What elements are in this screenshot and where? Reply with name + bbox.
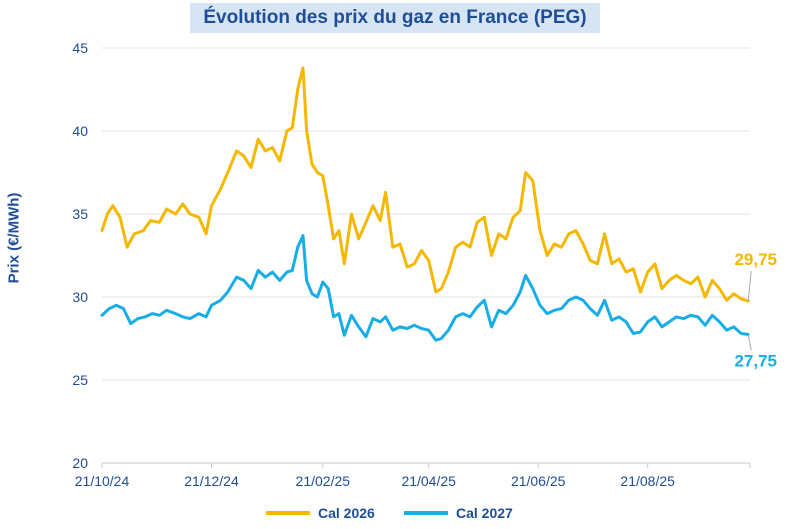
x-tick-label-3: 21/04/25 <box>401 473 456 489</box>
x-tick-label-1: 21/12/24 <box>184 473 239 489</box>
chart-title: Évolution des prix du gaz en France (PEG… <box>190 3 600 33</box>
y-tick-label-25: 25 <box>72 372 88 388</box>
legend-label-cal-2027: Cal 2027 <box>456 505 513 521</box>
legend-item-cal-2026: Cal 2026 <box>266 505 375 521</box>
x-tick-label-0: 21/10/24 <box>75 473 130 489</box>
legend-swatch-cal-2027 <box>404 511 448 515</box>
x-axis: 21/10/24 21/12/24 21/02/25 21/04/25 21/06/25… <box>75 462 751 489</box>
y-tick-label-35: 35 <box>72 206 88 222</box>
series-line-cal-2027 <box>100 234 750 342</box>
legend-label-cal-2026: Cal 2026 <box>318 505 375 521</box>
x-tick-label-2: 21/02/25 <box>296 473 351 489</box>
end-label-leader-cal-2027 <box>747 334 752 351</box>
legend-item-cal-2027: Cal 2027 <box>404 505 513 521</box>
y-tick-label-45: 45 <box>72 40 88 56</box>
legend-swatch-cal-2026 <box>266 511 310 515</box>
series-line-cal-2026 <box>100 66 750 303</box>
x-tick-label-5: 21/08/25 <box>620 473 675 489</box>
y-axis-ticks: 20 25 30 35 40 45 <box>72 40 88 471</box>
series-lines <box>100 66 750 342</box>
x-tick-label-4: 21/06/25 <box>511 473 566 489</box>
end-label-leader-cal-2026 <box>747 271 752 302</box>
end-label-cal-2026: 29,75 <box>734 250 777 269</box>
y-tick-label-30: 30 <box>72 289 88 305</box>
y-tick-label-40: 40 <box>72 123 88 139</box>
y-tick-label-20: 20 <box>72 455 88 471</box>
end-labels: 29,75 27,75 <box>734 250 777 370</box>
end-label-cal-2027: 27,75 <box>734 351 777 370</box>
